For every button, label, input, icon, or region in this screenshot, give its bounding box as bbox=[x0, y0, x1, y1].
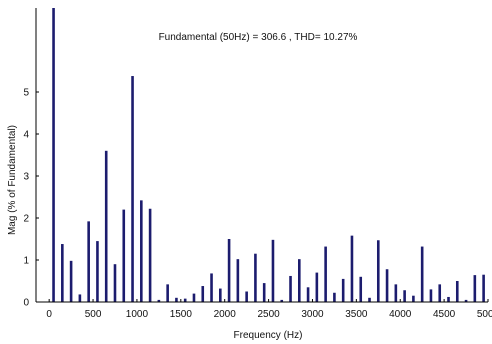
x-tick-label: 4000 bbox=[389, 309, 412, 320]
bar-2350hz bbox=[254, 253, 257, 302]
y-tick-label: 0 bbox=[23, 298, 29, 309]
bar-50hz bbox=[52, 8, 55, 302]
bar-1850hz bbox=[210, 273, 213, 302]
bar-3950hz bbox=[394, 284, 398, 302]
y-tick-label: 2 bbox=[23, 214, 29, 225]
bar-2750hz bbox=[289, 275, 292, 302]
y-axis-label: Mag (% of Fundamental) bbox=[7, 125, 18, 235]
bar-250hz bbox=[69, 260, 73, 302]
bar-550hz bbox=[96, 241, 99, 302]
x-tick-label: 0 bbox=[46, 309, 52, 320]
bar-2650hz bbox=[280, 299, 284, 302]
bar-150hz bbox=[61, 244, 64, 302]
plot-area bbox=[36, 8, 488, 302]
bar-3750hz bbox=[376, 240, 380, 302]
bar-2450hz bbox=[262, 283, 266, 302]
x-tick-label: 1000 bbox=[126, 309, 149, 320]
y-tick-label: 5 bbox=[23, 88, 29, 99]
bar-2550hz bbox=[271, 239, 275, 302]
bar-3450hz bbox=[350, 235, 354, 302]
bar-4550hz bbox=[447, 296, 450, 302]
bar-4050hz bbox=[403, 290, 406, 302]
bar-4650hz bbox=[455, 281, 459, 302]
bar-4450hz bbox=[438, 284, 442, 302]
bar-1350hz bbox=[166, 284, 169, 302]
bar-3650hz bbox=[368, 297, 371, 302]
x-tick-label: 5000 bbox=[477, 309, 492, 320]
bar-1250hz bbox=[157, 299, 161, 302]
bar-350hz bbox=[78, 294, 82, 302]
bar-1550hz bbox=[183, 298, 187, 302]
x-tick-label: 3000 bbox=[301, 309, 324, 320]
x-tick-label: 500 bbox=[85, 309, 102, 320]
bar-3050hz bbox=[315, 272, 319, 302]
bar-1150hz bbox=[148, 208, 152, 302]
x-axis-label: Frequency (Hz) bbox=[234, 330, 303, 341]
bar-2850hz bbox=[298, 259, 301, 302]
x-tick-label: 1500 bbox=[170, 309, 193, 320]
bar-650hz bbox=[104, 150, 108, 302]
bar-3850hz bbox=[385, 269, 389, 302]
bar-1650hz bbox=[192, 293, 196, 302]
bar-1750hz bbox=[201, 286, 205, 302]
bar-450hz bbox=[87, 221, 90, 302]
bar-4850hz bbox=[473, 275, 477, 302]
bar-850hz bbox=[122, 209, 126, 302]
bar-750hz bbox=[113, 264, 117, 302]
x-tick-label: 3500 bbox=[345, 309, 368, 320]
y-tick-label: 4 bbox=[23, 130, 29, 141]
bar-2150hz bbox=[236, 259, 240, 302]
x-tick-label: 2500 bbox=[257, 309, 280, 320]
bar-2050hz bbox=[227, 239, 231, 302]
bar-2250hz bbox=[245, 291, 248, 302]
x-ticks: 0 500 1000 1500 2000 2500 3000 3500 4000 4500 5000 bbox=[46, 299, 492, 320]
bar-950hz bbox=[131, 76, 134, 302]
bar-4250hz bbox=[420, 246, 424, 302]
bar-3150hz bbox=[324, 246, 327, 302]
chart-title: Fundamental (50Hz) = 306.6 , THD= 10.27% bbox=[159, 32, 358, 43]
bar-4350hz bbox=[429, 289, 433, 302]
bar-4750hz bbox=[464, 299, 468, 302]
x-tick-label: 2000 bbox=[214, 309, 237, 320]
y-tick-label: 3 bbox=[23, 172, 29, 183]
bar-2950hz bbox=[306, 287, 310, 302]
bar-1450hz bbox=[175, 297, 178, 302]
x-tick-label: 4500 bbox=[433, 309, 456, 320]
y-tick-label: 1 bbox=[23, 256, 29, 267]
bar-3250hz bbox=[333, 292, 336, 302]
bar-3350hz bbox=[341, 278, 345, 302]
bar-4150hz bbox=[412, 295, 415, 302]
bar-3550hz bbox=[359, 276, 363, 302]
bar-4950hz bbox=[482, 274, 485, 302]
bars bbox=[52, 8, 485, 302]
bar-1050hz bbox=[140, 200, 143, 302]
bar-1950hz bbox=[219, 288, 222, 302]
